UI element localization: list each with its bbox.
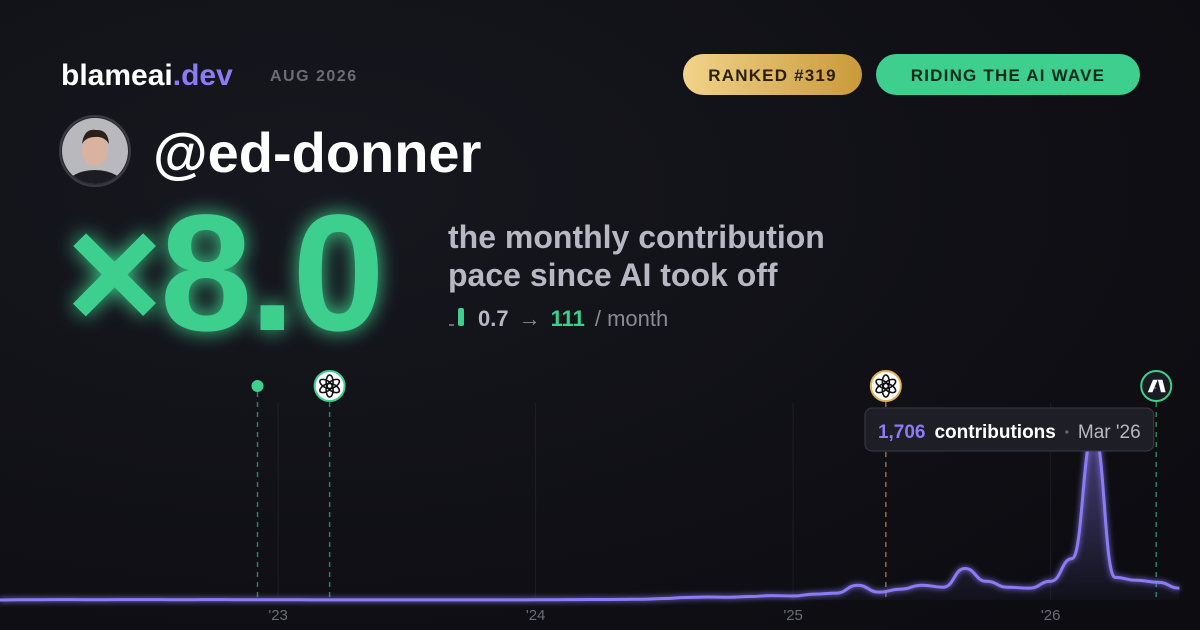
event-badge (313, 370, 346, 402)
status-text: RIDING THE AI WAVE (911, 66, 1105, 85)
event-dot (251, 380, 264, 392)
anthropic-glyph (1147, 379, 1166, 393)
event-icon (251, 380, 264, 392)
tooltip-box (864, 407, 1155, 452)
tooltip-text: contributions (934, 422, 1055, 443)
chart: '23 '24 '25 '26 1,706 contributions Mar '26 (0, 370, 1180, 624)
pace-arrow: → (519, 306, 541, 331)
event-icon (869, 370, 902, 402)
pace-before: 0.7 (478, 306, 509, 331)
openai-petal (319, 378, 334, 390)
avatar (59, 115, 131, 187)
tooltip: 1,706 contributions Mar '26 (864, 407, 1155, 452)
date: AUG 2026 (270, 68, 358, 85)
headline-line: the monthly contribution (448, 219, 825, 255)
x-tick-label: '25 (783, 607, 803, 624)
event-badge (869, 370, 902, 402)
headline-line: pace since AI took off (448, 257, 778, 293)
pace-unit: / month (595, 306, 668, 331)
line (0, 430, 1180, 602)
area (0, 431, 1180, 600)
brand-tld: .dev (173, 59, 233, 92)
x-tick-label: '24 (526, 607, 546, 624)
rank-badge (683, 54, 862, 95)
openai-petal (875, 378, 890, 390)
pace-after: 111 (551, 306, 585, 331)
tooltip-value: 1,706 (878, 422, 926, 443)
rank-text: RANKED #319 (708, 66, 836, 85)
multiplier: ×8.0 (66, 181, 382, 366)
tooltip-date: Mar '26 (1078, 422, 1141, 443)
event-badge (1140, 370, 1173, 402)
pace: 0.7 → 111 / month (478, 306, 668, 331)
handle: @ed-donner (153, 121, 481, 184)
event-icon (313, 370, 346, 402)
x-tick-label: '23 (268, 607, 288, 624)
event-icon (1140, 370, 1173, 402)
x-tick-label: '26 (1041, 607, 1061, 624)
status-badge (876, 54, 1140, 95)
pace-icon (449, 308, 464, 326)
brand: blameai.dev (61, 59, 233, 92)
tooltip-separator (1065, 430, 1069, 434)
brand-name: blameai (61, 59, 173, 92)
